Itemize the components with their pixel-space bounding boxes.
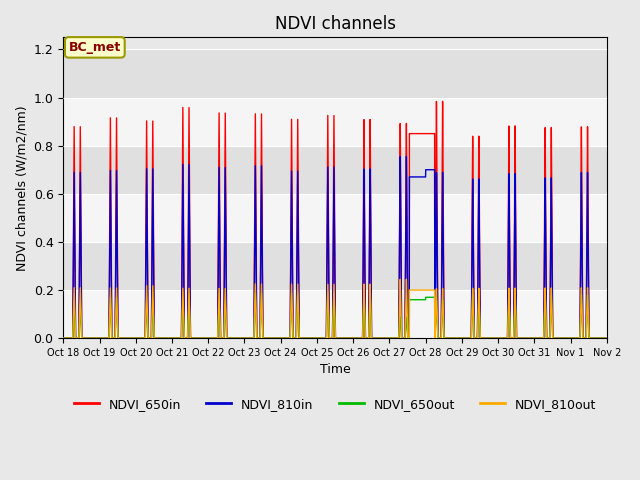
Bar xyxy=(63,290,607,338)
Title: NDVI channels: NDVI channels xyxy=(275,15,396,33)
Bar xyxy=(63,145,607,194)
Y-axis label: NDVI channels (W/m2/nm): NDVI channels (W/m2/nm) xyxy=(15,105,28,271)
Bar xyxy=(63,242,607,290)
Bar xyxy=(63,97,607,145)
Bar xyxy=(63,194,607,242)
Legend: NDVI_650in, NDVI_810in, NDVI_650out, NDVI_810out: NDVI_650in, NDVI_810in, NDVI_650out, NDV… xyxy=(68,393,601,416)
Text: BC_met: BC_met xyxy=(68,41,121,54)
X-axis label: Time: Time xyxy=(319,363,350,376)
Bar xyxy=(63,49,607,97)
